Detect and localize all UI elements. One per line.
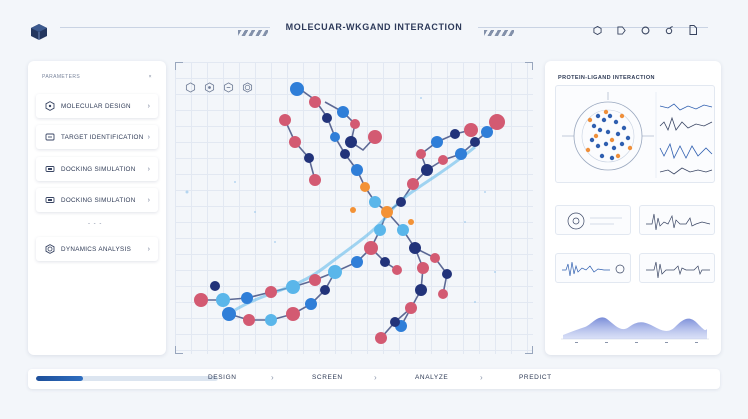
tag-icon[interactable] [616, 25, 626, 35]
header-stripes-left [238, 30, 268, 36]
hexagon-icon[interactable] [592, 25, 602, 35]
chevron-right-icon: › [147, 245, 150, 253]
interaction-overview-card[interactable] [555, 85, 715, 183]
header-stripes-right [484, 30, 514, 36]
chevron-right-icon: › [147, 165, 150, 173]
panel-header-label: PARAMETERS [42, 74, 81, 80]
frequency-card[interactable] [639, 253, 715, 283]
menu-item-label: DOCKING SIMULATION [61, 165, 136, 173]
menu-item-docking-simulation[interactable]: DOCKING SIMULATION › [36, 157, 158, 181]
atom-tool-icon[interactable] [204, 82, 215, 93]
docking-icon [45, 195, 55, 205]
interaction-panel: PROTEIN-LIGAND INTERACTION [545, 61, 721, 355]
frequency-graphic [646, 261, 710, 279]
header-toolbar [592, 25, 698, 35]
signal-trace-graphic [562, 261, 625, 277]
panel-header: PARAMETERS × [42, 74, 152, 80]
chevron-right-icon: › [374, 373, 377, 382]
hexagon-tool-icon[interactable] [185, 82, 196, 93]
title-frame: MOLECUAR-WKGAND INTERACTION [268, 14, 480, 40]
file-icon[interactable] [688, 25, 698, 35]
canvas-corner-bl [175, 346, 183, 354]
workflow-bar: DESIGN › SCREEN › ANALYZE › PREDICT [28, 369, 720, 389]
particle-dots [185, 97, 496, 303]
workflow-progress-fill [36, 376, 84, 381]
signal-trace-card[interactable] [555, 253, 631, 283]
menu-item-label: DOCKING SIMULATION [61, 196, 136, 204]
docking-icon [45, 164, 55, 174]
header-divider-right [478, 27, 708, 28]
header-divider-left [60, 27, 270, 28]
step-screen[interactable]: SCREEN [312, 374, 343, 381]
top-bar: MOLECUAR-WKGAND INTERACTION [0, 0, 748, 52]
hexagon-molecule-icon [45, 101, 55, 111]
menu-item-label: MOLECULAR DESIGN [61, 102, 131, 110]
panel-ellipsis: - - - [88, 221, 103, 227]
cube-logo-icon[interactable] [29, 22, 49, 42]
menu-item-target-identification[interactable]: TARGET IDENTIFICATION › [36, 125, 158, 149]
ring-tool-icon[interactable] [242, 82, 253, 93]
canvas-toolbar [185, 82, 253, 93]
molecule-backbone [234, 145, 476, 312]
panel-title: PROTEIN-LIGAND INTERACTION [558, 75, 655, 81]
chevron-right-icon: › [271, 373, 274, 382]
step-predict[interactable]: PREDICT [519, 374, 552, 381]
panel-close-button[interactable]: × [148, 74, 152, 80]
chevron-right-icon: › [147, 133, 150, 141]
canvas-corner-tr [525, 62, 533, 70]
interaction-overview-graphic [562, 92, 713, 178]
binding-site-card[interactable] [555, 205, 631, 235]
bond-tool-icon[interactable] [223, 82, 234, 93]
binding-site-graphic [567, 212, 622, 230]
molecule-structure[interactable] [175, 62, 533, 354]
canvas-corner-br [525, 346, 533, 354]
menu-item-label: DYNAMICS ANALYSIS [61, 245, 132, 253]
menu-item-label: TARGET IDENTIFICATION [61, 133, 144, 141]
menu-item-docking-simulation-2[interactable]: DOCKING SIMULATION › [36, 188, 158, 212]
energy-spectrum-graphic [646, 213, 711, 231]
camera-icon[interactable] [664, 25, 674, 35]
menu-item-dynamics-analysis[interactable]: DYNAMICS ANALYSIS › [36, 237, 158, 261]
target-icon [45, 132, 55, 142]
chevron-right-icon: › [147, 196, 150, 204]
workflow-progress [36, 376, 218, 381]
energy-landscape-chart [561, 317, 709, 343]
canvas-corner-tl [175, 62, 183, 70]
step-analyze[interactable]: ANALYZE [415, 374, 449, 381]
menu-item-molecular-design[interactable]: MOLECULAR DESIGN › [36, 94, 158, 118]
chevron-right-icon: › [480, 373, 483, 382]
chevron-right-icon: › [147, 102, 150, 110]
energy-spectrum-card[interactable] [639, 205, 715, 235]
molecule-atoms [194, 82, 505, 344]
circle-icon[interactable] [640, 25, 650, 35]
energy-landscape-card[interactable] [555, 301, 715, 347]
dynamics-icon [45, 244, 55, 254]
step-design[interactable]: DESIGN [208, 374, 237, 381]
page-title: MOLECUAR-WKGAND INTERACTION [285, 22, 463, 32]
parameters-panel: PARAMETERS × MOLECULAR DESIGN › TARGET I… [28, 61, 166, 355]
